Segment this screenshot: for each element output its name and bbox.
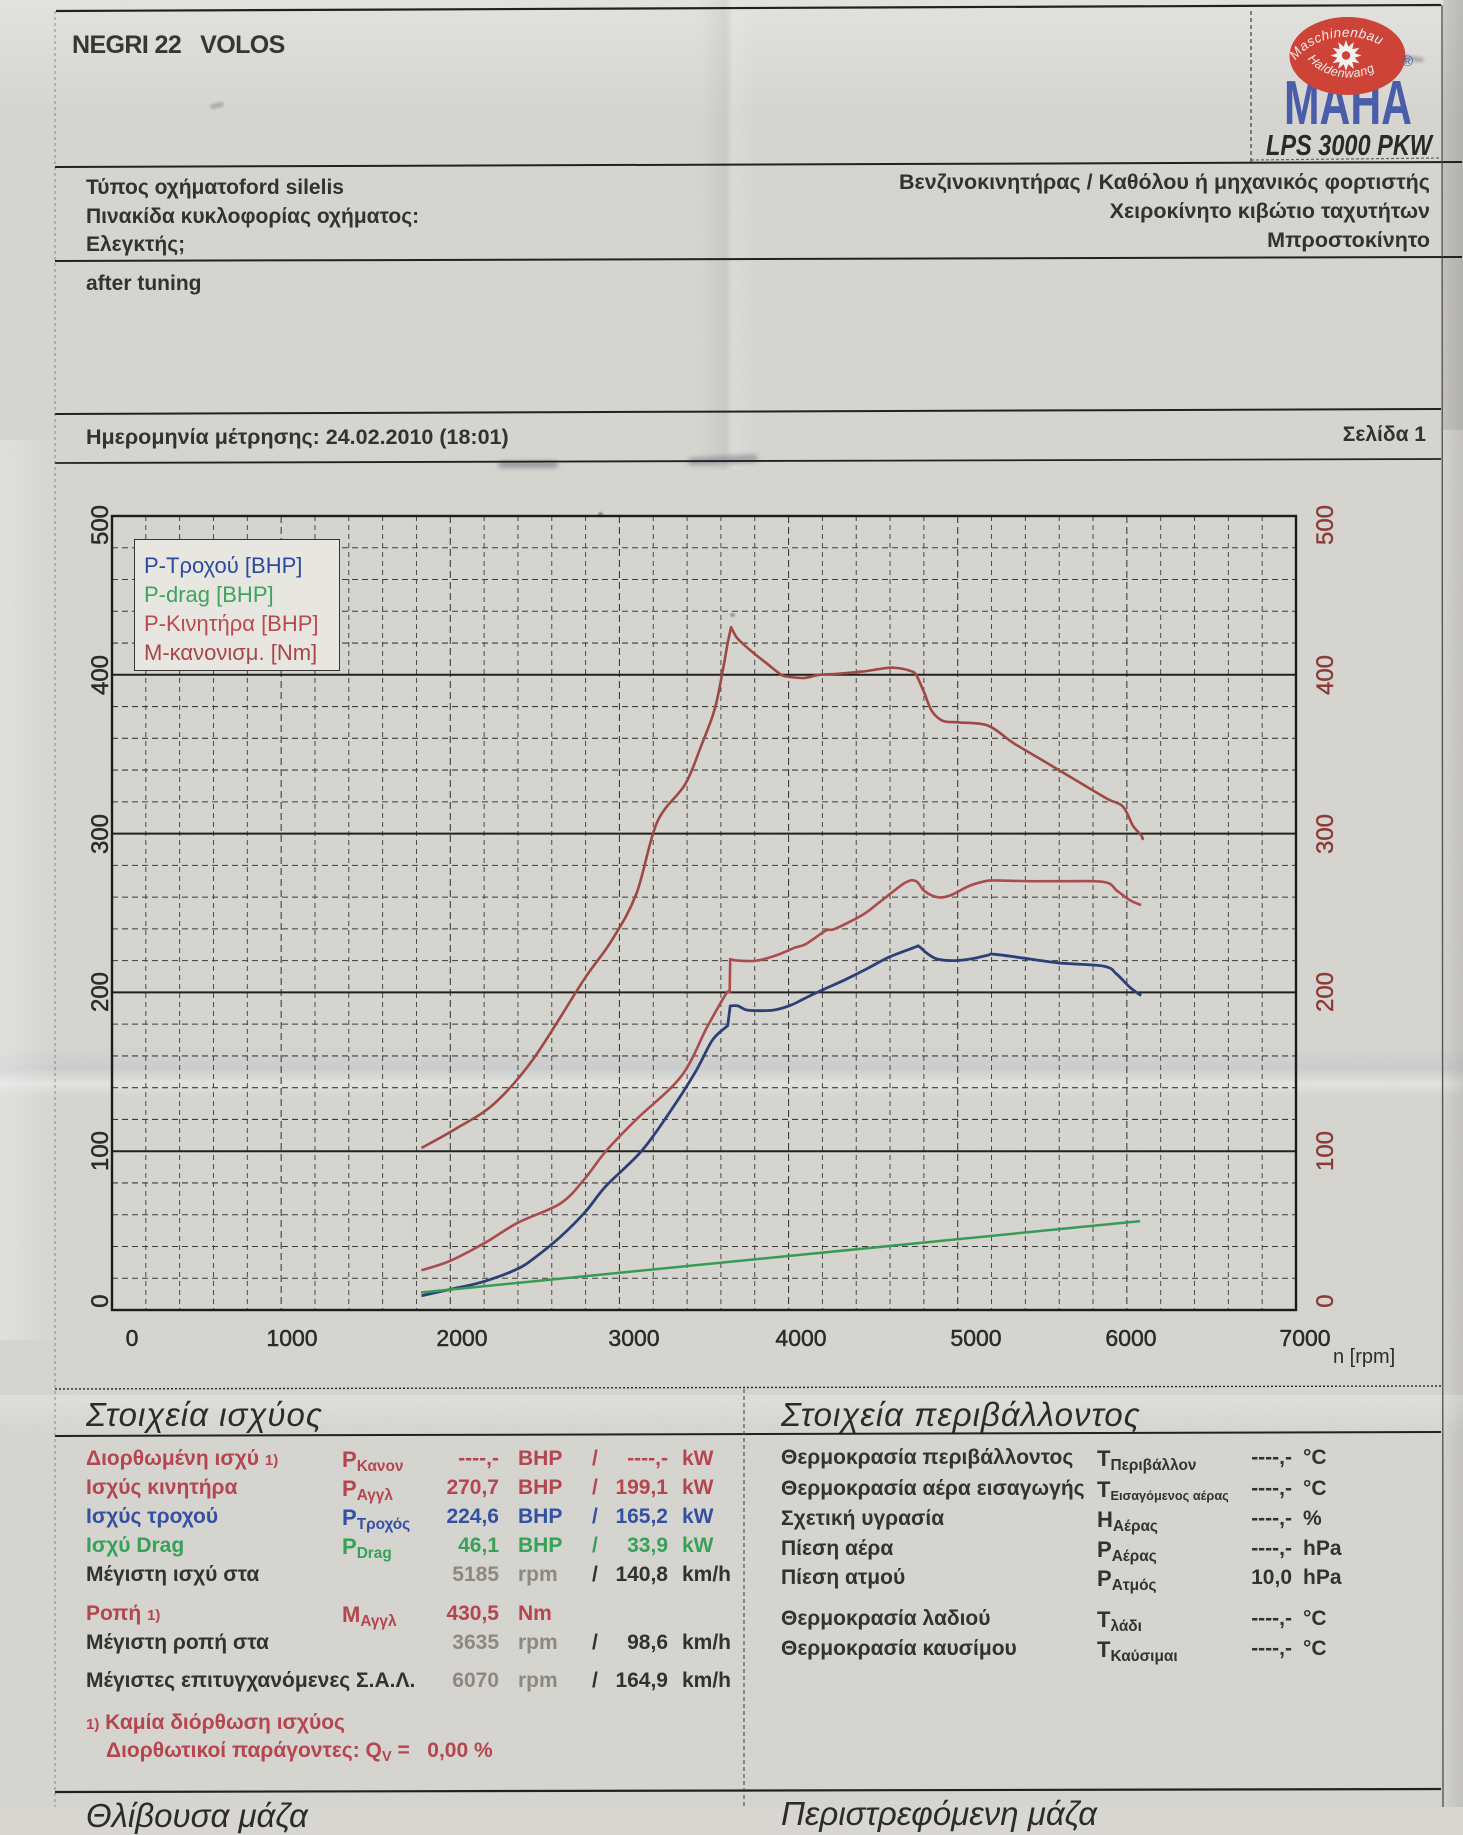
svg-text:4000: 4000 [775,1325,826,1351]
svg-text:7000: 7000 [1279,1325,1330,1351]
svg-text:0: 0 [87,1294,114,1307]
svg-text:400: 400 [87,655,114,695]
svg-text:0: 0 [126,1325,139,1351]
svg-text:200: 200 [1312,972,1339,1012]
svg-text:1000: 1000 [266,1325,317,1351]
svg-text:100: 100 [87,1131,114,1171]
svg-text:500: 500 [87,505,114,545]
svg-text:n [rpm]: n [rpm] [1333,1346,1395,1368]
svg-text:6000: 6000 [1105,1325,1156,1351]
svg-text:100: 100 [1312,1131,1339,1171]
svg-text:LPS 3000 PKW: LPS 3000 PKW [1266,130,1434,162]
svg-text:3000: 3000 [608,1325,659,1351]
svg-text:500: 500 [1312,505,1339,545]
svg-text:0: 0 [1312,1294,1339,1307]
svg-text:5000: 5000 [950,1325,1001,1351]
svg-text:200: 200 [87,972,114,1012]
svg-text:400: 400 [1312,655,1339,695]
svg-text:®: ® [1402,53,1413,70]
svg-text:300: 300 [1312,814,1339,854]
svg-text:2000: 2000 [436,1325,487,1351]
svg-text:300: 300 [87,814,114,854]
